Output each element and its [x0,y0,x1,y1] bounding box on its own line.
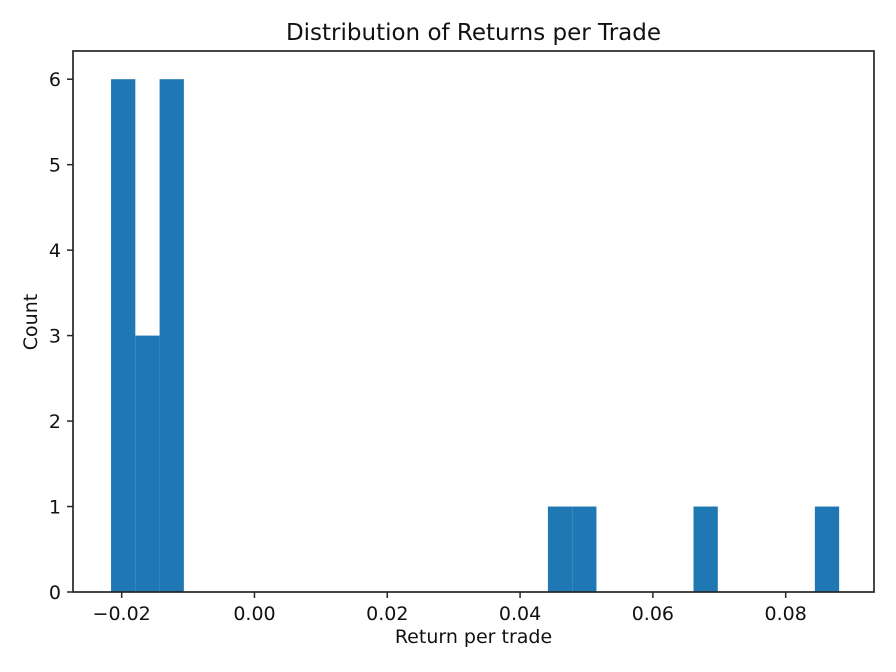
y-tick-label: 2 [49,411,61,433]
histogram-bar [572,506,597,592]
y-tick-label: 4 [49,240,61,262]
histogram-bar [159,79,184,592]
x-tick-label: 0.02 [366,603,408,625]
y-tick-label: 1 [49,497,61,519]
histogram-bar [693,506,718,592]
histogram-bar [814,506,840,592]
histogram-bar [135,335,160,592]
chart-title: Distribution of Returns per Trade [286,20,661,46]
bars-group [111,79,840,592]
x-tick-label: −0.02 [93,603,151,625]
y-tick-label: 0 [49,582,61,604]
x-axis-label: Return per trade [395,626,552,648]
axes-group: −0.02 0.00 0.02 0.04 0.06 0.08 0 1 2 3 4 5 6 [49,50,875,625]
x-tick-label: 0.00 [233,603,275,625]
plot-border [72,50,875,593]
x-tick-label: 0.08 [765,603,807,625]
y-tick-label: 6 [49,69,61,91]
x-tick-label: 0.04 [499,603,541,625]
histogram-bar [547,506,573,592]
y-tick-label: 3 [49,326,61,348]
y-axis-label: Count [20,294,42,350]
histogram-bar [111,79,136,592]
x-tick-label: 0.06 [632,603,674,625]
y-tick-label: 5 [49,155,61,177]
